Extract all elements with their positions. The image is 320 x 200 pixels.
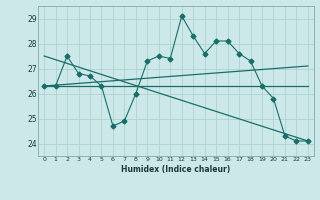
X-axis label: Humidex (Indice chaleur): Humidex (Indice chaleur) (121, 165, 231, 174)
